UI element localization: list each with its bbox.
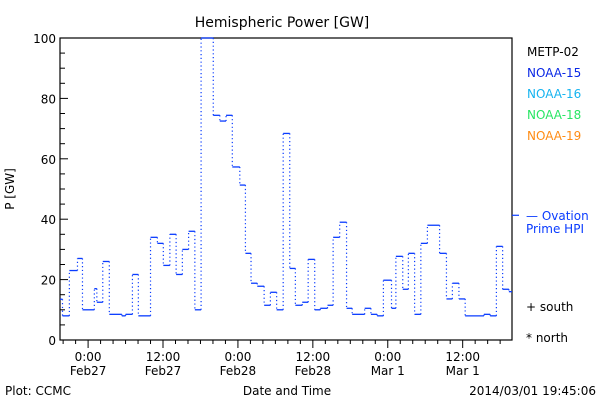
- legend-item: NOAA-19: [527, 129, 581, 143]
- x-tick-label-time: 0:00: [224, 350, 251, 364]
- x-tick-label-time: 0:00: [374, 350, 401, 364]
- y-tick-label: 0: [48, 334, 56, 348]
- x-tick-label-date: Feb27: [70, 364, 107, 378]
- series-layer: [60, 37, 519, 317]
- footer-timestamp: 2014/03/01 19:45:06: [469, 384, 596, 398]
- y-tick-label: 100: [33, 32, 56, 46]
- legend: METP-02 NOAA-15 NOAA-16 NOAA-18 NOAA-19 — Ova…: [526, 45, 589, 345]
- x-tick-label-time: 0:00: [75, 350, 102, 364]
- x-tick-label-date: Feb28: [220, 364, 257, 378]
- x-tick-label-time: 12:00: [146, 350, 181, 364]
- legend-item: NOAA-15: [527, 66, 581, 80]
- chart-title: Hemispheric Power [GW]: [195, 15, 370, 31]
- legend-north: * north: [526, 331, 568, 345]
- legend-item: NOAA-16: [527, 87, 581, 101]
- legend-ovation-line2: Prime HPI: [526, 222, 584, 236]
- y-tick-label: 80: [41, 92, 56, 106]
- legend-item: METP-02: [527, 45, 579, 59]
- y-axis-label: P [GW]: [3, 168, 17, 210]
- y-tick-label: 60: [41, 153, 56, 167]
- x-tick-label-date: Mar 1: [446, 364, 480, 378]
- x-tick-label-time: 12:00: [296, 350, 331, 364]
- x-tick-label-time: 12:00: [445, 350, 480, 364]
- x-tick-label-date: Feb27: [145, 364, 182, 378]
- footer-left: Plot: CCMC: [5, 384, 71, 398]
- x-axis-label: Date and Time: [243, 384, 331, 398]
- legend-ovation-line1: — Ovation: [526, 209, 589, 223]
- axes: 0204060801000:00Feb2712:00Feb270:00Feb28…: [33, 32, 513, 378]
- legend-south: + south: [526, 300, 573, 314]
- x-tick-label-date: Mar 1: [371, 364, 405, 378]
- legend-item: NOAA-18: [527, 108, 581, 122]
- y-tick-label: 20: [41, 274, 56, 288]
- x-tick-label-date: Feb28: [295, 364, 332, 378]
- plot-frame: [59, 37, 513, 341]
- y-tick-label: 40: [41, 213, 56, 227]
